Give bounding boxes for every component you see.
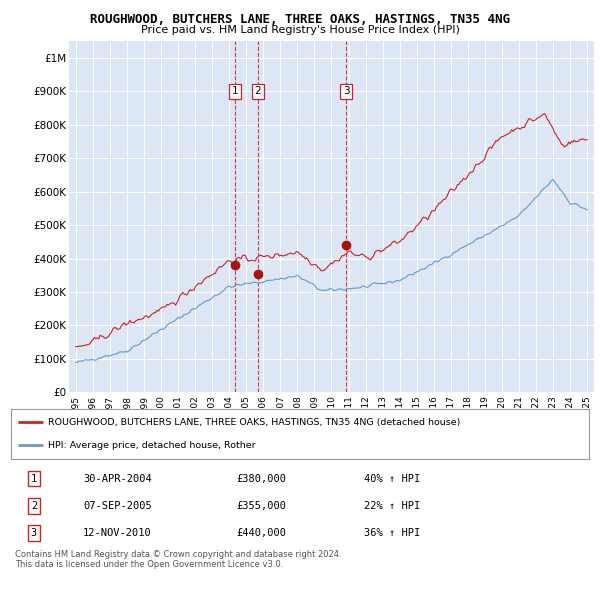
Text: 2: 2 bbox=[255, 87, 262, 96]
Text: 2: 2 bbox=[31, 501, 37, 511]
Text: ROUGHWOOD, BUTCHERS LANE, THREE OAKS, HASTINGS, TN35 4NG (detached house): ROUGHWOOD, BUTCHERS LANE, THREE OAKS, HA… bbox=[49, 418, 461, 427]
Text: 22% ↑ HPI: 22% ↑ HPI bbox=[364, 501, 420, 511]
Text: Price paid vs. HM Land Registry's House Price Index (HPI): Price paid vs. HM Land Registry's House … bbox=[140, 25, 460, 35]
Text: £380,000: £380,000 bbox=[236, 474, 286, 484]
Text: 3: 3 bbox=[31, 528, 37, 538]
Text: £440,000: £440,000 bbox=[236, 528, 286, 538]
Text: 3: 3 bbox=[343, 87, 350, 96]
Text: HPI: Average price, detached house, Rother: HPI: Average price, detached house, Roth… bbox=[49, 441, 256, 450]
Text: 40% ↑ HPI: 40% ↑ HPI bbox=[364, 474, 420, 484]
Text: £355,000: £355,000 bbox=[236, 501, 286, 511]
Text: Contains HM Land Registry data © Crown copyright and database right 2024.
This d: Contains HM Land Registry data © Crown c… bbox=[15, 550, 341, 569]
Text: 30-APR-2004: 30-APR-2004 bbox=[83, 474, 152, 484]
Text: ROUGHWOOD, BUTCHERS LANE, THREE OAKS, HASTINGS, TN35 4NG: ROUGHWOOD, BUTCHERS LANE, THREE OAKS, HA… bbox=[90, 13, 510, 26]
Text: 1: 1 bbox=[232, 87, 238, 96]
Text: 07-SEP-2005: 07-SEP-2005 bbox=[83, 501, 152, 511]
Text: 12-NOV-2010: 12-NOV-2010 bbox=[83, 528, 152, 538]
Text: 1: 1 bbox=[31, 474, 37, 484]
Text: 36% ↑ HPI: 36% ↑ HPI bbox=[364, 528, 420, 538]
